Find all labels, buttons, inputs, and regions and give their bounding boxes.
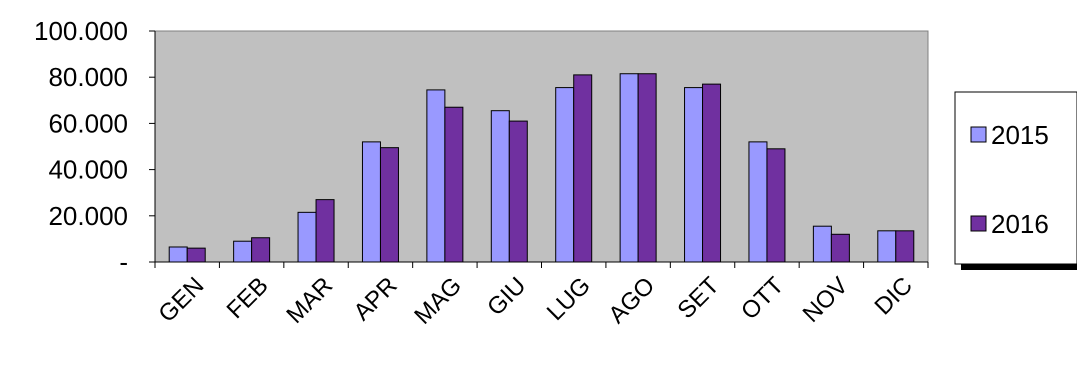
y-tick-label: 20.000 (48, 201, 128, 231)
plot-area (154, 30, 929, 263)
bar-2015-apr (361, 141, 381, 263)
bar-2015-lug (555, 87, 575, 263)
x-ticks-group: GEN FEB MAR APR MAG GIU LUG AGO SET OTT NOV DIC (153, 262, 929, 330)
bar-2016-giu (508, 120, 528, 263)
x-tick-label-feb: FEB (222, 272, 274, 324)
legend: 2015 2016 (954, 91, 1077, 270)
legend-swatch-2015 (970, 126, 987, 143)
y-tick-label: - (119, 247, 128, 277)
bar-2016-feb (251, 237, 271, 263)
bar-2016-lug (573, 74, 593, 263)
bar-2016-mag (444, 106, 464, 263)
legend-box (954, 91, 1077, 265)
bar-2015-giu (490, 110, 510, 263)
legend-label-2016: 2016 (991, 209, 1049, 239)
x-tick-label-nov: NOV (798, 272, 854, 328)
x-tick-label-apr: APR (349, 272, 403, 326)
x-tick-label-set: SET (673, 272, 725, 324)
bar-2016-gen (186, 247, 206, 263)
y-tick-label: 100.000 (34, 16, 128, 46)
y-tick-label: 80.000 (48, 62, 128, 92)
bar-2016-apr (379, 147, 399, 263)
x-tick-label-ott: OTT (736, 272, 789, 325)
x-tick-label-dic: DIC (870, 272, 918, 320)
bar-2016-set (702, 83, 722, 263)
x-tick-label-giu: GIU (482, 272, 531, 321)
bar-2016-dic (895, 230, 915, 263)
bar-2015-gen (168, 246, 188, 263)
y-ticks-group: - 20.000 40.000 60.000 80.000 100.000 (34, 16, 155, 277)
legend-shadow (961, 264, 1077, 270)
bar-2015-dic (877, 230, 897, 263)
bar-2016-mar (315, 199, 335, 263)
y-tick-label: 60.000 (48, 108, 128, 138)
x-tick-label-gen: GEN (153, 272, 209, 328)
bar-2016-ott (766, 148, 786, 263)
y-tick-label: 40.000 (48, 155, 128, 185)
x-tick-label-ago: AGO (603, 272, 660, 329)
bar-2016-ago (637, 73, 657, 263)
bar-2015-feb (233, 240, 253, 263)
bar-2015-nov (812, 225, 832, 263)
x-tick-label-mar: MAR (281, 272, 338, 329)
x-tick-label-lug: LUG (542, 272, 596, 326)
bar-2015-mar (297, 211, 317, 263)
bar-2016-nov (830, 233, 850, 263)
legend-label-2015: 2015 (991, 120, 1049, 150)
bar-2015-ago (619, 73, 639, 263)
bar-2015-set (684, 87, 704, 263)
x-tick-label-mag: MAG (409, 272, 467, 330)
bar-2015-ott (748, 141, 768, 263)
bar-2015-mag (426, 89, 446, 263)
legend-swatch-2016 (970, 215, 987, 232)
